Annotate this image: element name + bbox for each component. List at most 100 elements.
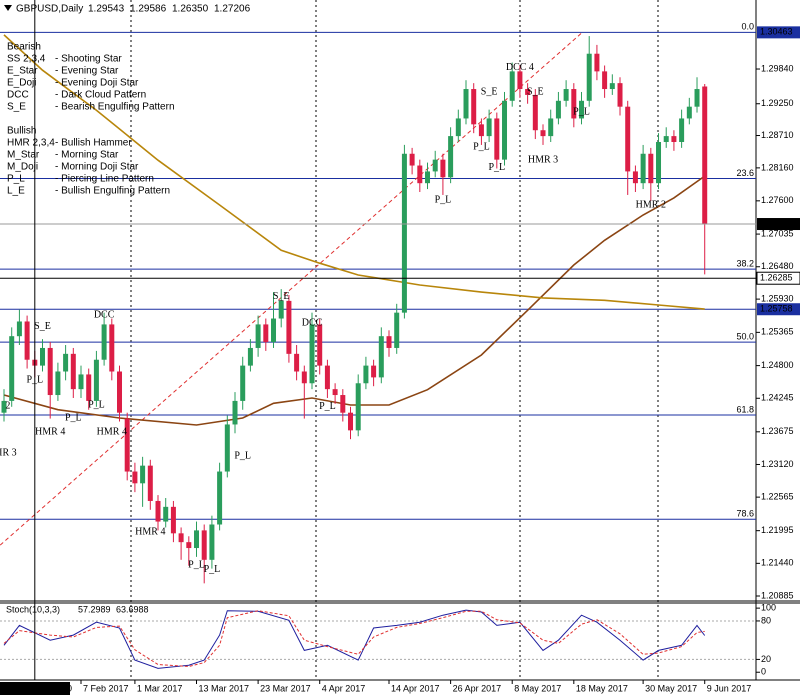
pattern-label: P_L — [88, 399, 105, 410]
candle-body — [271, 318, 277, 343]
candle-body — [509, 71, 515, 101]
y-tick-label: 1.29250 — [761, 98, 794, 108]
candle-body — [540, 130, 546, 137]
x-tick-label: 8 May 2017 — [514, 683, 561, 693]
stoch-tick-label: 0 — [761, 667, 766, 677]
stoch-tick-label: 100 — [761, 603, 776, 613]
price-box — [757, 26, 800, 39]
candle-body — [348, 412, 354, 431]
fib-label: 50.0 — [736, 331, 754, 341]
candle-body — [178, 533, 184, 543]
y-tick-label: 1.21440 — [761, 558, 794, 568]
y-tick-label: 1.24800 — [761, 360, 794, 370]
y-tick-label: 1.29840 — [761, 63, 794, 73]
x-tick-label: 30 May 2017 — [645, 683, 697, 693]
candle-body — [648, 153, 654, 184]
pattern-label: S_E — [527, 86, 544, 97]
candle-body — [194, 530, 200, 549]
candle-body — [240, 365, 246, 401]
x-tick-label: 7 Feb 2017 — [83, 683, 129, 693]
y-tick-label: 1.24245 — [761, 393, 794, 403]
legend-code: HMR 2,3,4 — [7, 138, 55, 149]
candle-body — [486, 118, 492, 137]
candle-body — [278, 300, 284, 319]
crosshair-price-box — [756, 271, 800, 285]
legend-code: S_E — [7, 102, 26, 113]
candle-body — [494, 118, 500, 160]
candle-body — [571, 89, 577, 119]
y-tick-label: 1.21995 — [761, 525, 794, 535]
x-tick-label: 4 Apr 2017 — [322, 683, 366, 693]
candle-body — [186, 542, 192, 549]
candle-body — [478, 124, 484, 137]
stoch-signal-value: 63.6988 — [116, 604, 149, 614]
stoch-title: Stoch(10,3,3) — [6, 604, 60, 614]
ohlc-open: 1.29543 — [88, 4, 125, 15]
pattern-label: IR 3 — [0, 448, 17, 459]
stoch-pane — [0, 609, 756, 669]
x-tick-label: 1 Mar 2017 — [137, 683, 183, 693]
candle-body — [686, 106, 692, 119]
legend-desc: - Evening Doji Star — [55, 78, 139, 89]
pattern-label: HMR 2 — [636, 199, 666, 210]
candle-body — [332, 389, 338, 396]
legend-desc: - Morning Star — [55, 150, 119, 161]
legend-desc: - Dark Cloud Pattern — [55, 90, 146, 101]
legend-heading: Bearish — [7, 42, 41, 53]
legend-desc: - Evening Star — [55, 66, 119, 77]
y-tick-label: 1.27600 — [761, 195, 794, 205]
crosshair-date-label: 2017.02.13 00:00 — [2, 683, 72, 693]
crosshair-date-box — [0, 682, 70, 695]
candle-body — [217, 471, 223, 525]
moving-average — [3, 34, 705, 310]
candle-body — [663, 136, 669, 142]
pattern-label: HMR 3 — [528, 155, 558, 166]
candle-body — [78, 374, 84, 390]
ohlc-low: 1.26350 — [172, 4, 209, 15]
candle-body — [47, 347, 53, 396]
x-tick-label: 18 May 2017 — [576, 683, 628, 693]
legend-desc: - Shooting Star — [55, 54, 122, 65]
pattern-label: P_L — [65, 412, 82, 423]
fib-label: 78.6 — [736, 509, 754, 519]
y-tick-label: 1.20885 — [761, 590, 794, 600]
candle-body — [386, 336, 392, 348]
pattern-label: DCC — [94, 309, 115, 320]
candle-body — [548, 118, 554, 137]
moving-average — [3, 175, 706, 426]
legend-desc: - Morning Doji Star — [55, 162, 139, 173]
y-tick-label: 1.22565 — [761, 492, 794, 502]
legend-heading: Bullish — [7, 126, 36, 137]
candle-body — [455, 118, 461, 137]
candle-body — [363, 365, 369, 384]
candle-body — [656, 141, 662, 184]
candle-body — [401, 153, 407, 313]
candle-body — [432, 159, 438, 172]
legend-code: SS 2,3,4 — [7, 54, 46, 65]
candle-body — [232, 400, 238, 425]
x-tick-label: 23 Mar 2017 — [260, 683, 311, 693]
stoch-line — [3, 609, 706, 669]
legend-code: M_Star — [7, 150, 40, 161]
candle-body — [502, 100, 508, 160]
y-tick-label: 1.26480 — [761, 261, 794, 271]
pattern-label: P_L — [573, 106, 590, 117]
candle-body — [525, 89, 531, 95]
candle-body — [86, 374, 92, 401]
candle-body — [517, 71, 523, 90]
candle-body — [70, 353, 76, 390]
candle-body — [563, 89, 569, 101]
candle-body — [294, 353, 300, 372]
candle-body — [417, 165, 423, 184]
candle-body — [355, 383, 361, 431]
candle-body — [247, 347, 253, 366]
candle-body — [155, 500, 161, 522]
candle-body — [532, 94, 538, 131]
legend-desc: - Piercing Line Pattern — [55, 174, 154, 185]
pattern-label: HMR 4 — [135, 526, 165, 537]
candle-body — [40, 347, 46, 366]
candle-body — [124, 418, 130, 472]
pattern-label: 2 — [5, 401, 10, 412]
